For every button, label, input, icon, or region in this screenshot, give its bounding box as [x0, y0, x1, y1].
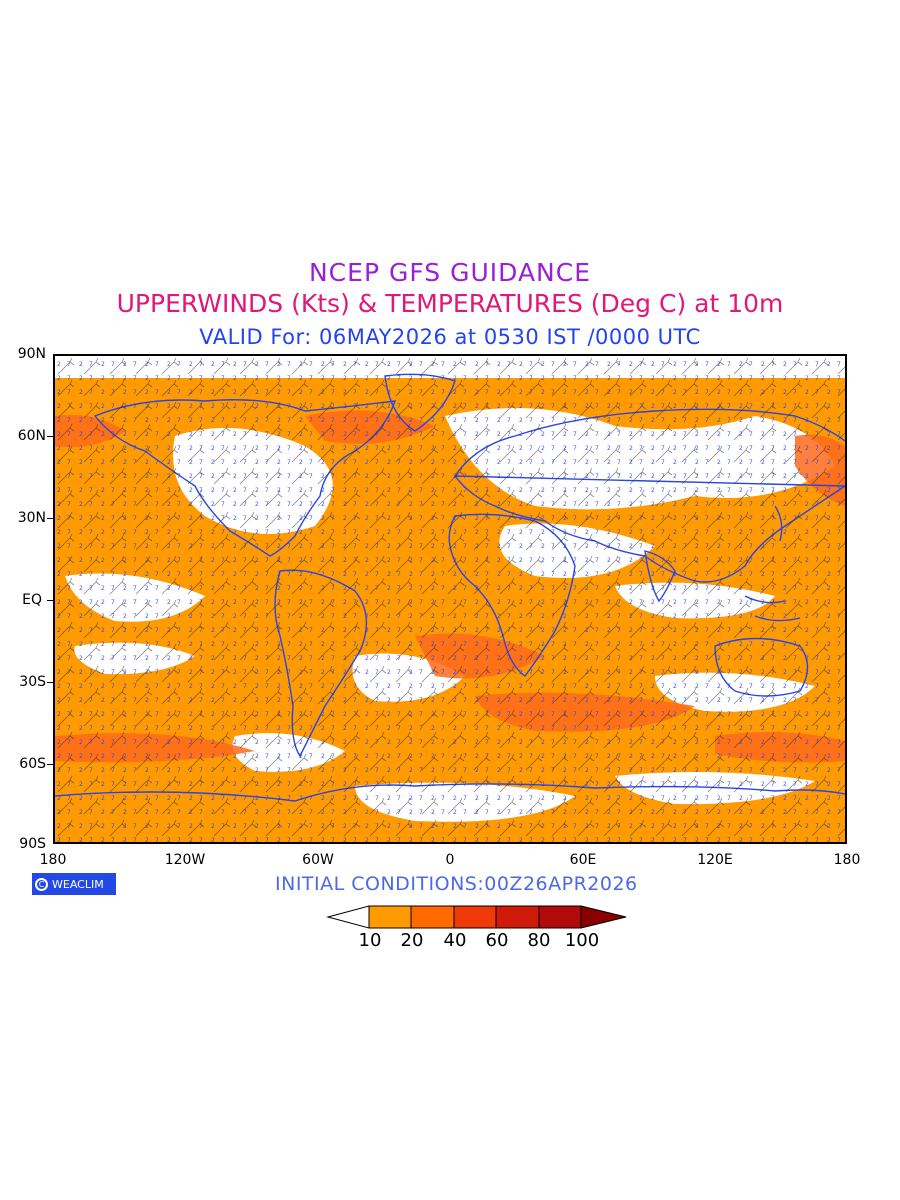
lon-label-180w: 180 — [39, 852, 67, 868]
lat-label-60n: 60N — [17, 428, 46, 444]
lon-label-180e: 180 — [833, 852, 861, 868]
copyright-icon: C — [35, 877, 48, 891]
map-panel[interactable]: 2 7 — [53, 354, 847, 844]
lat-label-30n: 30N — [17, 510, 46, 526]
tick-30n — [47, 518, 53, 519]
tick-60s — [47, 764, 53, 765]
weaclim-logo: C WEACLIM — [32, 873, 116, 895]
legend-swatch-below-10 — [326, 905, 370, 929]
logo-text: WEACLIM — [52, 877, 104, 891]
legend-swatch-20-40 — [410, 905, 455, 929]
legend-swatch-10-20 — [368, 905, 412, 929]
tick-eq — [47, 600, 53, 601]
legend-label-80: 80 — [527, 930, 551, 951]
initial-conditions: INITIAL CONDITIONS:00Z26APR2026 — [275, 873, 638, 895]
temperature-values — [55, 356, 845, 842]
legend-swatch-above-100 — [580, 905, 627, 929]
legend-label-100: 100 — [564, 930, 600, 951]
lon-label-120w: 120W — [164, 852, 206, 868]
legend-label-40: 40 — [443, 930, 467, 951]
lat-label-30s: 30S — [19, 674, 46, 690]
legend-label-60: 60 — [485, 930, 509, 951]
legend-label-20: 20 — [400, 930, 424, 951]
title-line-3: VALID For: 06MAY2026 at 0530 IST /0000 U… — [199, 325, 701, 349]
lat-label-90s: 90S — [19, 836, 46, 852]
lat-label-60s: 60S — [19, 756, 46, 772]
lon-label-0: 0 — [445, 852, 455, 868]
wind-temperature-map[interactable]: 2 7 — [55, 356, 845, 842]
legend-swatch-80-100 — [538, 905, 582, 929]
lon-label-120e: 120E — [697, 852, 733, 868]
lat-label-eq: EQ — [22, 592, 42, 608]
tick-60n — [47, 436, 53, 437]
tick-30s — [47, 682, 53, 683]
color-legend — [326, 905, 627, 929]
legend-swatch-60-80 — [495, 905, 540, 929]
lon-label-60w: 60W — [302, 852, 334, 868]
legend-label-10: 10 — [358, 930, 382, 951]
title-line-2: UPPERWINDS (Kts) & TEMPERATURES (Deg C) … — [116, 289, 784, 318]
legend-swatch-40-60 — [453, 905, 497, 929]
title-line-1: NCEP GFS GUIDANCE — [308, 258, 591, 287]
lat-label-90n: 90N — [17, 346, 46, 362]
lon-label-60e: 60E — [569, 852, 597, 868]
